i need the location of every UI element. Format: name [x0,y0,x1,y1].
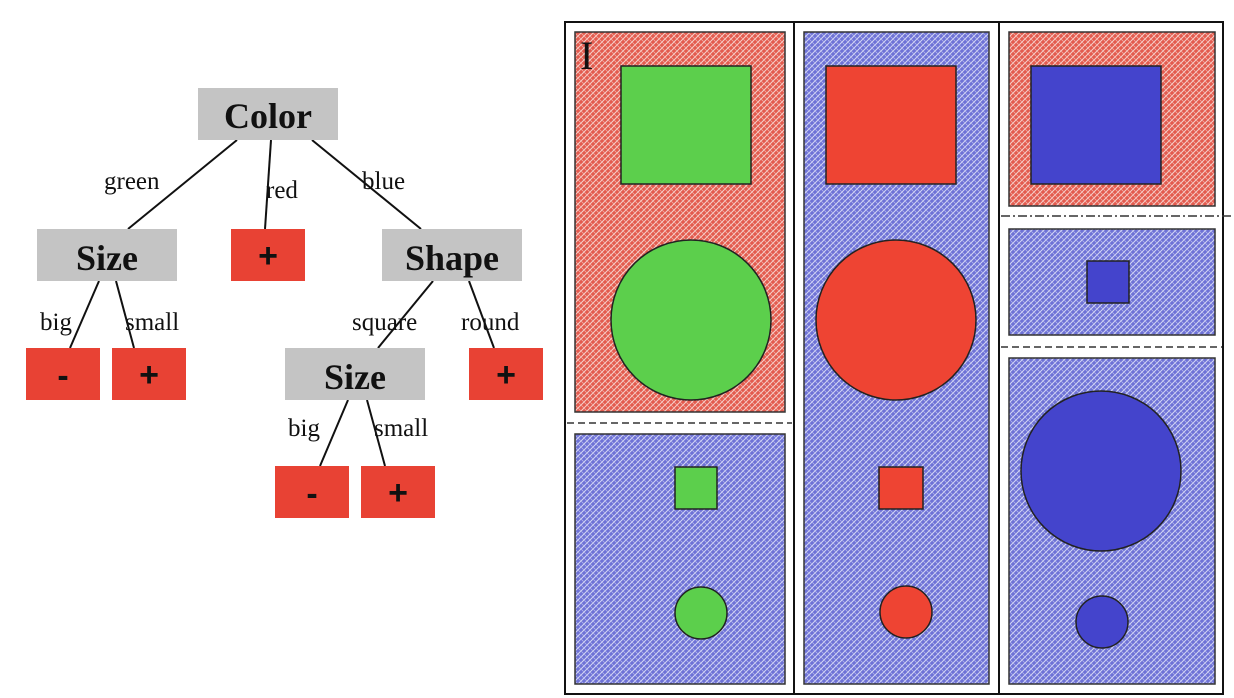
leaf-square-small-plus: + [361,466,435,518]
green-big-circle [610,239,772,401]
node-size-right: Size [285,348,425,400]
space-frame [564,21,1224,695]
blue-small-circle [1075,595,1129,649]
green-big-square [620,65,752,185]
edge-color-red [264,139,272,230]
edge-size2-big [319,399,349,467]
edge-label-red: red [266,177,298,204]
edge-size-small [115,280,135,349]
red-big-square [825,65,957,185]
leaf-red-plus: + [231,229,305,281]
green-small-square [674,466,718,510]
instance-space-panel: I [560,12,1234,698]
edge-label-small-right: small [374,415,429,442]
edge-shape-round [468,280,495,349]
edge-color-green [127,139,238,230]
panel-label: I [580,33,594,78]
red-big-circle [815,239,977,401]
edge-label-square: square [352,309,418,336]
leaf-round-plus: + [469,348,543,400]
red-small-square [878,466,924,510]
red-small-circle [879,585,933,639]
leaf-green-small-plus: + [112,348,186,400]
edge-color-blue [311,139,422,230]
root-node-color: Color [198,88,338,140]
edge-label-green: green [104,168,160,195]
blue-big-square [1030,65,1162,185]
node-shape: Shape [382,229,522,281]
edge-label-blue: blue [362,168,406,195]
tree-edges [69,139,495,467]
node-size-left: Size [37,229,177,281]
edge-size2-small [366,399,386,467]
edge-label-round: round [461,309,520,336]
blue-big-circle [1020,390,1182,552]
instance-space-canvas [564,21,1232,695]
edge-shape-square [377,280,434,349]
edge-label-big-left: big [40,309,72,336]
edge-label-small-left: small [125,309,180,336]
green-small-circle [674,586,728,640]
leaf-square-big-minus: - [275,466,349,518]
edge-size-big [69,280,100,349]
edge-label-big-right: big [288,415,320,442]
leaf-green-big-minus: - [26,348,100,400]
blue-small-square [1086,260,1130,304]
